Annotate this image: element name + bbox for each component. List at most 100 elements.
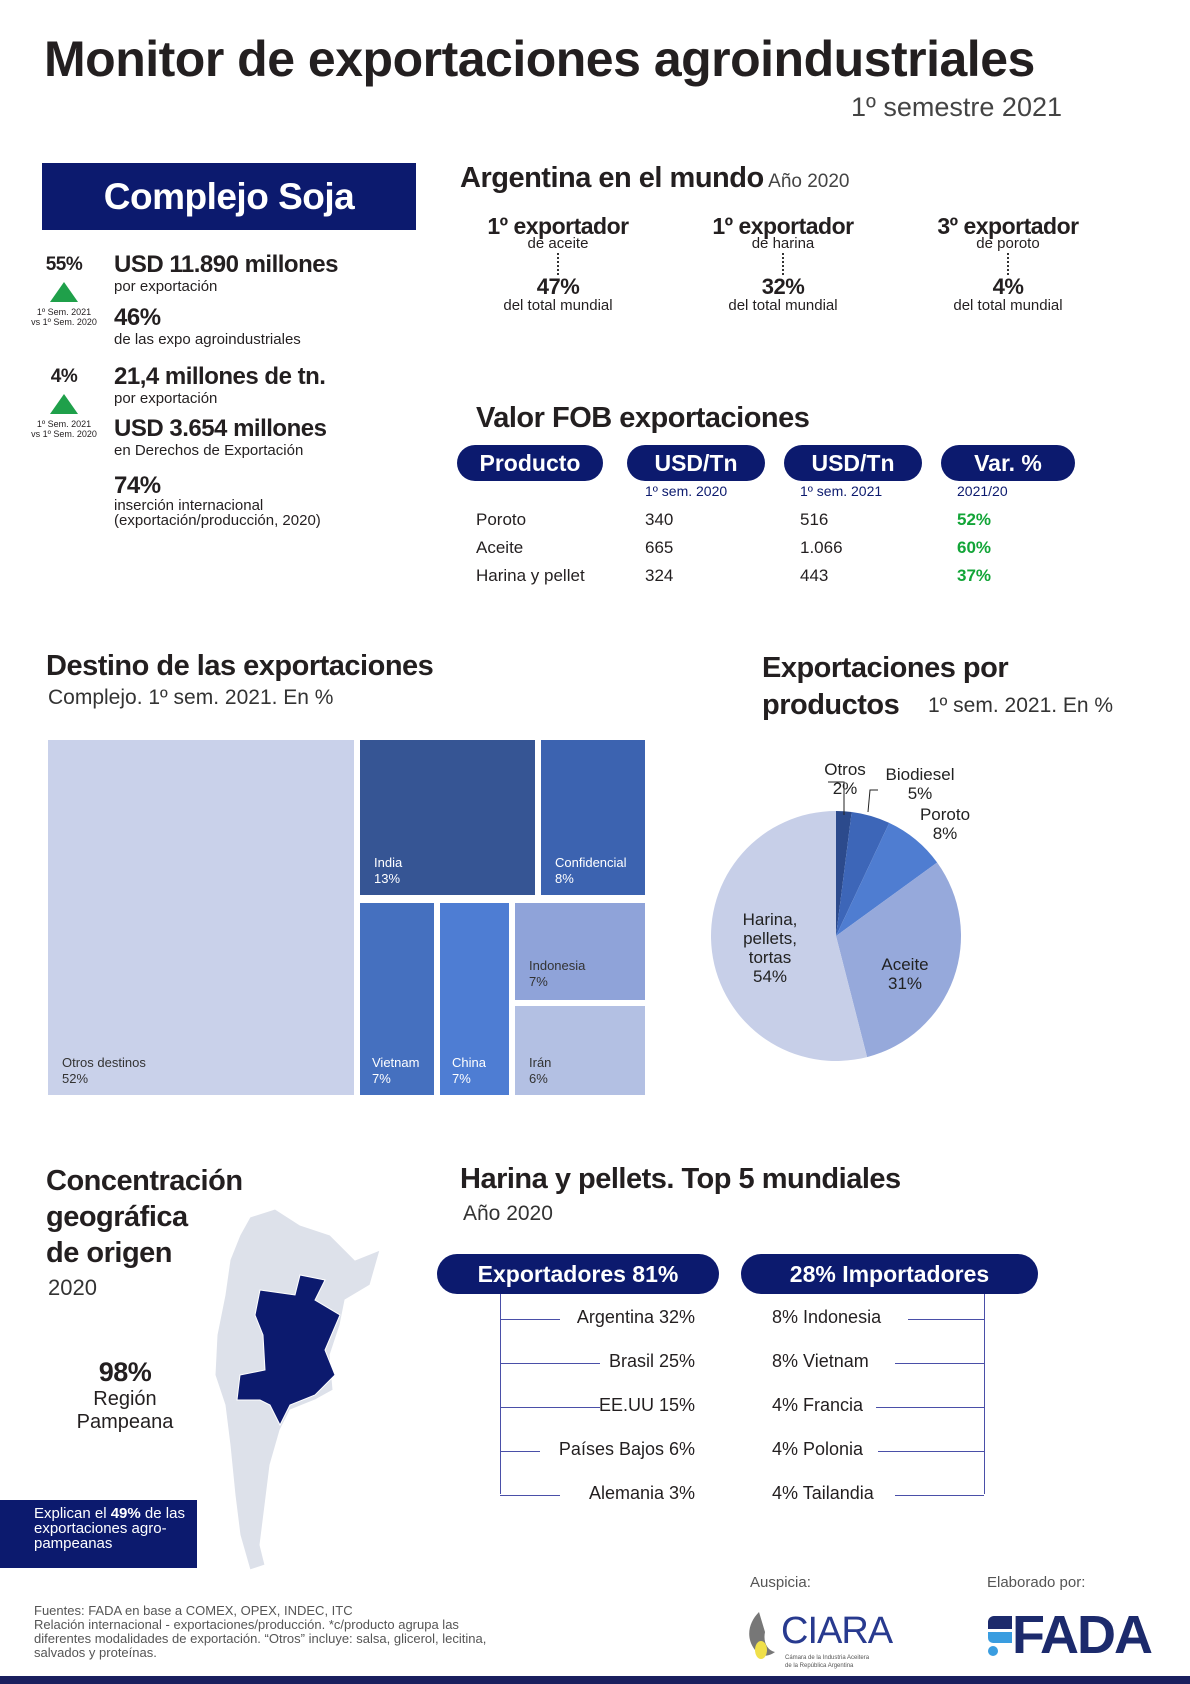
stat-label: en Derechos de Exportación bbox=[114, 442, 304, 459]
connector-line bbox=[895, 1495, 984, 1496]
treemap-vietnam: Vietnam 7% bbox=[360, 903, 434, 1095]
note: 1º Sem. 2021 bbox=[36, 307, 92, 317]
top5-title: Harina y pellets. Top 5 mundiales bbox=[460, 1163, 901, 1195]
author-label: Elaborado por: bbox=[987, 1574, 1086, 1591]
cell: 443 bbox=[800, 566, 829, 585]
cell: Aceite bbox=[476, 538, 524, 557]
importer-item: 8% Vietnam bbox=[772, 1351, 869, 1371]
exporter-item: EE.UU 15% bbox=[598, 1395, 695, 1415]
connector-line bbox=[908, 1319, 984, 1320]
footer-bar bbox=[0, 1676, 1190, 1684]
note: vs 1º Sem. 2020 bbox=[31, 317, 97, 327]
variation-exports: 55% 1º Sem. 2021 vs 1º Sem. 2020 bbox=[26, 254, 102, 327]
importer-item: 4% Tailandia bbox=[772, 1483, 874, 1503]
stat-label: de las expo agroindustriales bbox=[114, 331, 301, 348]
connector-line bbox=[895, 1363, 984, 1364]
connector-line bbox=[876, 1407, 984, 1408]
connector-line bbox=[500, 1363, 600, 1364]
fob-title: Valor FOB exportaciones bbox=[476, 402, 810, 434]
stat-duties: USD 3.654 millones en Derechos de Exporta… bbox=[114, 415, 327, 460]
destino-subtitle: Complejo. 1º sem. 2021. En % bbox=[48, 686, 334, 709]
exporter-item: Argentina 32% bbox=[576, 1307, 695, 1327]
complejo-title: Complejo Soja bbox=[42, 163, 416, 230]
treemap-indonesia: Indonesia 7% bbox=[515, 903, 645, 1000]
pie-slice-2 bbox=[836, 822, 938, 936]
section-title: Argentina en el mundo bbox=[460, 162, 764, 194]
variation-pct: 55% bbox=[45, 254, 83, 275]
cell: 60% bbox=[957, 538, 992, 557]
share: 4% bbox=[992, 274, 1024, 299]
geo-year: 2020 bbox=[48, 1275, 97, 1300]
pie-slice-1 bbox=[836, 811, 890, 936]
variation-tons: 4% 1º Sem. 2021 vs 1º Sem. 2020 bbox=[26, 366, 102, 439]
stat-exports: USD 11.890 millones por exportación bbox=[114, 251, 338, 296]
share: 32% bbox=[761, 274, 805, 299]
treemap-china: China 7% bbox=[440, 903, 509, 1095]
cell: 52% bbox=[957, 510, 992, 529]
importer-item: 8% Indonesia bbox=[772, 1307, 882, 1327]
pie-leader-lines bbox=[828, 781, 878, 815]
pie-label-4: Harina, pellets, tortas 54% bbox=[743, 910, 798, 986]
pie-label-3: Aceite 31% bbox=[881, 955, 928, 993]
stat-tons: 21,4 millones de tn. por exportación bbox=[114, 363, 326, 408]
fob-header-usd-2020: USD/Tn bbox=[627, 445, 765, 481]
share: 47% bbox=[536, 274, 580, 299]
stat-value: 74% bbox=[114, 472, 161, 499]
treemap-india: India 13% bbox=[360, 740, 535, 895]
world-rank-poroto: 3º exportador de poroto 4% del total mundia… bbox=[908, 213, 1108, 315]
treemap-iran: Irán 6% bbox=[515, 1006, 645, 1095]
product: de harina bbox=[751, 235, 815, 252]
cell: 1.066 bbox=[800, 538, 843, 557]
pie-title: Exportaciones por productos bbox=[762, 652, 1009, 721]
share-label: del total mundial bbox=[953, 297, 1063, 314]
top5-year: Año 2020 bbox=[463, 1202, 553, 1225]
stat-value: 46% bbox=[114, 304, 161, 331]
stat-value: USD 3.654 millones bbox=[114, 415, 327, 442]
world-rank-aceite: 1º exportador de aceite 47% del total mundi… bbox=[458, 213, 658, 315]
section-year: Año 2020 bbox=[768, 171, 850, 192]
cell: Poroto bbox=[476, 510, 527, 529]
stat-value: 21,4 millones de tn. bbox=[114, 363, 326, 390]
fob-header-var: Var. % bbox=[941, 445, 1075, 481]
rank: 1º exportador bbox=[487, 213, 629, 239]
sources: Fuentes: FADA en base a COMEX, OPEX, IND… bbox=[34, 1603, 487, 1660]
exporter-item: Brasil 25% bbox=[608, 1351, 695, 1371]
connector-line bbox=[878, 1451, 984, 1452]
up-arrow-icon bbox=[50, 282, 78, 302]
pie-label-2: Poroto 8% bbox=[920, 805, 970, 843]
stat-label: por exportación bbox=[114, 278, 218, 295]
share-label: del total mundial bbox=[728, 297, 838, 314]
exporter-item: Países Bajos 6% bbox=[558, 1439, 695, 1459]
rank: 3º exportador bbox=[937, 213, 1079, 239]
stat-label: inserción internacional bbox=[114, 497, 264, 514]
pie-chart: Otros 2% Biodiesel 5%Poroto 8% Aceite 31% Harin… bbox=[711, 760, 970, 1061]
stat-label: por exportación bbox=[114, 390, 218, 407]
argentina-map bbox=[214, 1208, 381, 1571]
destino-title: Destino de las exportaciones bbox=[46, 650, 434, 682]
product: de aceite bbox=[527, 235, 589, 252]
period: 1º semestre 2021 bbox=[851, 92, 1062, 122]
cell: 324 bbox=[645, 566, 674, 585]
pie-slice-4 bbox=[711, 811, 868, 1061]
importers-header: 28% Importadores bbox=[741, 1254, 1038, 1294]
stat-value: USD 11.890 millones bbox=[114, 251, 338, 278]
fob-sub: 2021/20 bbox=[957, 483, 1008, 499]
treemap-confidencial: Confidencial 8% bbox=[541, 740, 645, 895]
exporter-item: Alemania 3% bbox=[588, 1483, 695, 1503]
mundo-heading: Argentina en el mundo Año 2020 bbox=[460, 162, 850, 195]
page-title: Monitor de exportaciones agroindustriale… bbox=[44, 31, 1035, 87]
fob-sub: 1º sem. 2021 bbox=[800, 483, 883, 499]
cell: 340 bbox=[645, 510, 674, 529]
geo-note: Explican el 49% de las exportaciones agr… bbox=[0, 1500, 197, 1568]
note: vs 1º Sem. 2020 bbox=[31, 429, 97, 439]
variation-pct: 4% bbox=[50, 366, 78, 387]
cell: 516 bbox=[800, 510, 829, 529]
cell: 37% bbox=[957, 566, 992, 585]
rank: 1º exportador bbox=[712, 213, 854, 239]
connector-line bbox=[500, 1451, 540, 1452]
share-label: del total mundial bbox=[503, 297, 613, 314]
pie-label-1: Biodiesel 5% bbox=[886, 765, 955, 803]
geo-stat: 98% Región Pampeana bbox=[60, 1357, 190, 1434]
geo-title: Concentración geográfica de origen bbox=[46, 1165, 243, 1269]
stat-label: (exportación/producción, 2020) bbox=[114, 512, 321, 529]
